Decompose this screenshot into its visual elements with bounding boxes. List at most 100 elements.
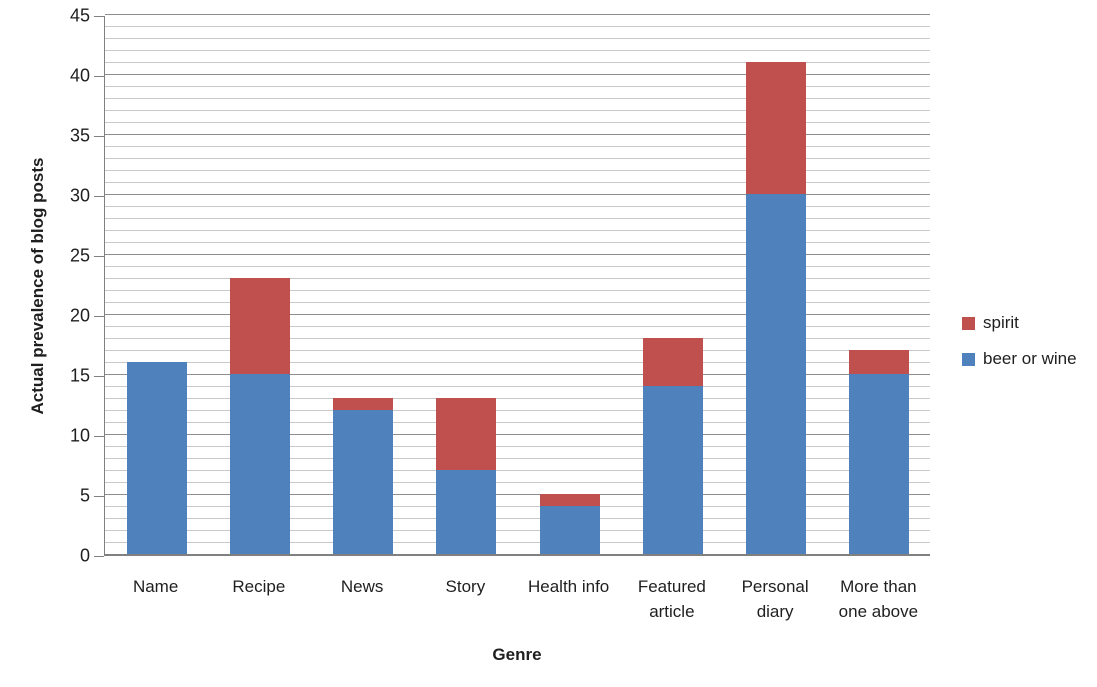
category-label-more-than-one-above: More than one above — [838, 577, 919, 621]
legend: spirit beer or wine — [962, 313, 1077, 385]
category-label-personal-diary: Personal diary — [741, 577, 809, 621]
y-axis-tick — [94, 496, 104, 497]
y-axis-tick-label: 35 — [69, 125, 90, 146]
y-axis-tick-label: 15 — [69, 365, 90, 386]
major-gridline — [105, 494, 930, 495]
category-label-news: News — [340, 577, 384, 596]
y-axis-tick — [94, 256, 104, 257]
minor-gridline — [105, 410, 930, 411]
y-axis-tick — [94, 436, 104, 437]
y-axis-tick-label: 5 — [79, 485, 90, 506]
y-axis-tick — [94, 136, 104, 137]
minor-gridline — [105, 170, 930, 171]
x-axis-category-labels: Name Recipe News Story Health info Featured a… — [104, 574, 930, 624]
bar-segment-spirit-news — [333, 398, 394, 410]
y-axis-tick-label: 20 — [69, 305, 90, 326]
minor-gridline — [105, 26, 930, 27]
bar-segment-beer-or-wine-recipe — [229, 374, 290, 554]
category-label-name: Name — [132, 577, 179, 596]
minor-gridline — [105, 290, 930, 291]
minor-gridline — [105, 302, 930, 303]
bar-segment-spirit-health-info — [539, 494, 600, 506]
minor-gridline — [105, 158, 930, 159]
category-label-health-info: Health info — [527, 577, 610, 596]
bar-segment-beer-or-wine-personal-diary — [746, 194, 807, 554]
minor-gridline — [105, 206, 930, 207]
minor-gridline — [105, 146, 930, 147]
minor-gridline — [105, 338, 930, 339]
legend-swatch-spirit — [962, 316, 975, 330]
y-axis-tick — [94, 16, 104, 17]
minor-gridline — [105, 530, 930, 531]
legend-label: spirit — [983, 313, 1019, 332]
major-gridline — [105, 194, 930, 195]
minor-gridline — [105, 350, 930, 351]
minor-gridline — [105, 98, 930, 99]
bar-segment-spirit-personal-diary — [746, 62, 807, 194]
legend-swatch-beer-or-wine — [962, 352, 975, 366]
minor-gridline — [105, 266, 930, 267]
minor-gridline — [105, 542, 930, 543]
bar-segment-beer-or-wine-news — [333, 410, 394, 554]
y-axis-tick-label: 10 — [69, 425, 90, 446]
bar-segment-beer-or-wine-featured-article — [642, 386, 703, 554]
legend-label: beer or wine — [983, 349, 1077, 368]
y-axis-tick — [94, 376, 104, 377]
bar-segment-beer-or-wine-health-info — [539, 506, 600, 554]
minor-gridline — [105, 470, 930, 471]
major-gridline — [105, 134, 930, 135]
minor-gridline — [105, 482, 930, 483]
minor-gridline — [105, 422, 930, 423]
major-gridline — [105, 74, 930, 75]
minor-gridline — [105, 38, 930, 39]
y-axis-title: Actual prevalence of blog posts — [28, 157, 47, 415]
minor-gridline — [105, 458, 930, 459]
bar-segment-beer-or-wine-more-than-one-above — [849, 374, 910, 554]
y-axis-tick — [94, 76, 104, 77]
minor-gridline — [105, 326, 930, 327]
major-gridline — [105, 14, 930, 15]
minor-gridline — [105, 506, 930, 507]
bar-segment-spirit-featured-article — [642, 338, 703, 386]
plot-area — [104, 14, 930, 556]
category-label-recipe: Recipe — [232, 577, 286, 596]
y-axis-tick-label: 40 — [69, 65, 90, 86]
minor-gridline — [105, 386, 930, 387]
minor-gridline — [105, 218, 930, 219]
minor-gridline — [105, 362, 930, 363]
y-axis-tick — [94, 556, 104, 557]
minor-gridline — [105, 50, 930, 51]
legend-item-beer-or-wine: beer or wine — [962, 349, 1077, 369]
minor-gridline — [105, 86, 930, 87]
minor-gridline — [105, 398, 930, 399]
bar-segment-spirit-more-than-one-above — [849, 350, 910, 374]
minor-gridline — [105, 230, 930, 231]
y-axis-tick-label: 25 — [69, 245, 90, 266]
y-axis-tick-label: 30 — [69, 185, 90, 206]
minor-gridline — [105, 446, 930, 447]
minor-gridline — [105, 182, 930, 183]
legend-item-spirit: spirit — [962, 313, 1077, 333]
x-axis-title: Genre — [492, 645, 542, 664]
minor-gridline — [105, 62, 930, 63]
bar-segment-beer-or-wine-story — [436, 470, 497, 554]
y-axis-tick-label: 0 — [79, 545, 90, 566]
minor-gridline — [105, 110, 930, 111]
major-gridline — [105, 374, 930, 375]
major-gridline — [105, 434, 930, 435]
minor-gridline — [105, 278, 930, 279]
major-gridline — [105, 314, 930, 315]
minor-gridline — [105, 122, 930, 123]
bar-segment-beer-or-wine-name — [126, 362, 187, 554]
y-axis-tick-label: 45 — [69, 5, 90, 26]
category-label-story: Story — [445, 577, 486, 596]
category-label-featured-article: Featured article — [637, 577, 706, 621]
bar-segment-spirit-story — [436, 398, 497, 470]
minor-gridline — [105, 242, 930, 243]
y-axis-tick — [94, 316, 104, 317]
minor-gridline — [105, 518, 930, 519]
y-axis-tick — [94, 196, 104, 197]
bar-segment-spirit-recipe — [229, 278, 290, 374]
major-gridline — [105, 254, 930, 255]
